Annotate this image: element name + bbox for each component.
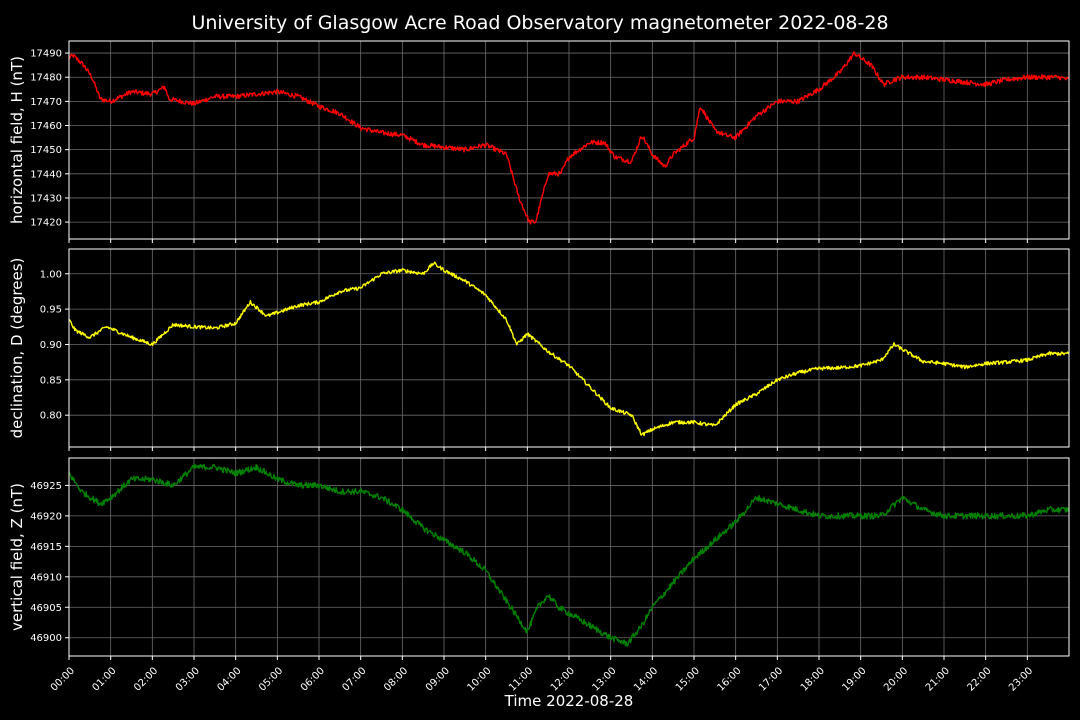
x-tick-label: 06:00 [299,665,327,693]
series-line-H [68,51,1070,225]
y-axis-label: vertical field, Z (nT) [8,483,26,631]
panel-frame [68,248,1070,448]
y-tick-label: 46910 [30,572,62,583]
series-line-Z [68,463,1070,647]
x-tick-label: 13:00 [590,665,618,693]
panel-H: 17420 17430 17440 17450 17460 17470 17480 17490… [8,40,1070,243]
x-axis-label: Time 2022-08-28 [504,692,634,710]
x-tick-label: 18:00 [799,665,827,693]
panel-frame [68,40,1070,240]
x-tick-label: 11:00 [507,665,535,693]
y-tick-label: 46925 [30,481,62,492]
x-tick-label: 16:00 [715,665,743,693]
x-tick-label: 04:00 [215,665,243,693]
y-tick-label: 17420 [30,218,62,229]
x-tick-label: 10:00 [465,665,493,693]
y-tick-label: 17440 [30,169,62,180]
y-tick-label: 17470 [30,97,62,108]
chart-panels: 17420 17430 17440 17450 17460 17470 17480 17490… [8,40,1070,694]
x-tick-label: 02:00 [132,665,160,693]
x-tick-label: 21:00 [924,665,952,693]
y-tick-label: 0.90 [40,340,62,351]
y-tick-label: 17430 [30,193,62,204]
panel-frame [68,457,1070,657]
y-tick-label: 17450 [30,145,62,156]
x-tick-label: 08:00 [382,665,410,693]
y-tick-label: 46920 [30,511,62,522]
x-tick-label: 23:00 [1007,665,1035,693]
x-tick-label: 07:00 [340,665,368,693]
y-tick-label: 46905 [30,603,62,614]
x-tick-label: 05:00 [257,665,285,693]
y-tick-label: 17490 [30,49,62,60]
x-tick-label: 15:00 [674,665,702,693]
y-tick-label: 46915 [30,542,62,553]
panel-D: 0.80 0.85 0.90 0.95 1.00 declination, D (degr… [8,248,1070,451]
y-tick-label: 1.00 [40,269,62,280]
y-axis-label: declination, D (degrees) [8,258,26,439]
y-tick-label: 17480 [30,73,62,84]
y-axis-label: horizontal field, H (nT) [8,56,26,224]
y-tick-label: 0.95 [40,305,62,316]
series-line-D [68,261,1070,437]
x-tick-label: 03:00 [174,665,202,693]
y-tick-label: 0.85 [40,375,62,386]
x-tick-label: 14:00 [632,665,660,693]
y-tick-label: 17460 [30,121,62,132]
panel-Z: 00:00 01:00 02:00 03:00 04:00 05:00 06:00 07:00… [8,457,1070,694]
x-tick-label: 09:00 [424,665,452,693]
x-tick-label: 20:00 [882,665,910,693]
x-tick-label: 17:00 [757,665,785,693]
y-tick-label: 46900 [30,633,62,644]
y-tick-label: 0.80 [40,411,62,422]
x-tick-label: 01:00 [90,665,118,693]
x-tick-label: 22:00 [965,665,993,693]
x-tick-label: 12:00 [549,665,577,693]
x-tick-label: 19:00 [840,665,868,693]
chart-title: University of Glasgow Acre Road Observat… [191,12,888,34]
x-tick-label: 00:00 [49,665,77,693]
